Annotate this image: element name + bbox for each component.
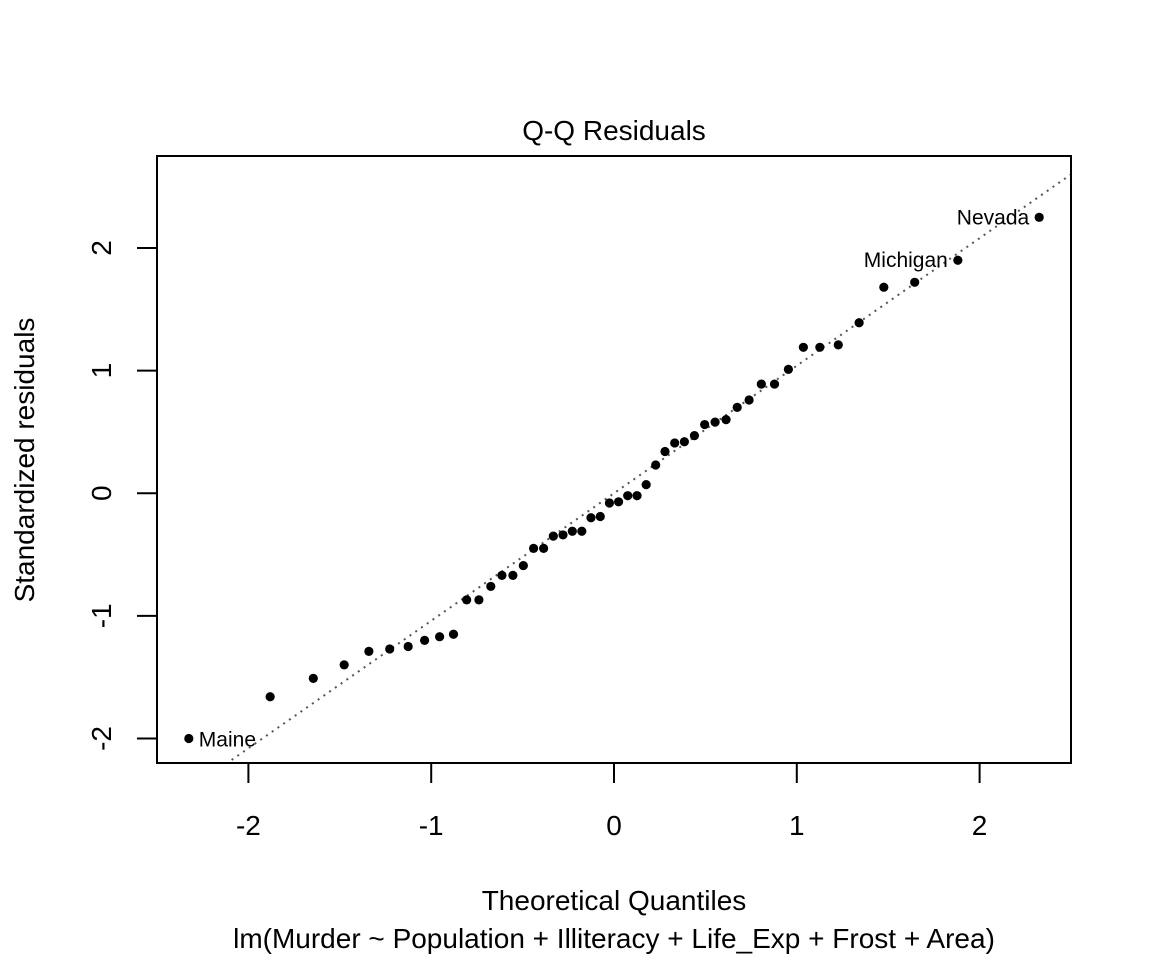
y-tick-label: 2 xyxy=(86,240,117,256)
data-point xyxy=(385,644,395,654)
data-point xyxy=(558,530,568,540)
data-point xyxy=(435,632,445,642)
point-label: Michigan xyxy=(864,249,948,272)
data-point xyxy=(710,417,720,427)
data-point xyxy=(879,282,889,292)
data-point xyxy=(660,446,670,457)
data-point xyxy=(632,491,642,501)
plot-area: Michigan Nevada Maine xyxy=(184,173,1071,763)
data-point xyxy=(595,511,605,522)
data-point xyxy=(339,660,349,670)
data-point xyxy=(670,438,680,448)
point-labels: Michigan Nevada Maine xyxy=(199,206,1030,751)
data-point xyxy=(815,342,825,352)
y-tick-label: 0 xyxy=(86,485,117,501)
x-tick-label: -1 xyxy=(419,810,444,841)
data-point xyxy=(732,402,742,412)
data-point xyxy=(518,560,528,571)
data-point xyxy=(679,437,689,447)
data-point xyxy=(539,543,549,554)
chart-title: Q-Q Residuals xyxy=(522,115,706,146)
data-point xyxy=(613,497,624,507)
data-point xyxy=(1034,212,1044,222)
x-tick-label: 2 xyxy=(972,810,988,841)
plot-frame xyxy=(156,155,1072,764)
data-point xyxy=(308,673,318,683)
data-point xyxy=(184,733,194,744)
data-points xyxy=(184,212,1044,744)
data-point xyxy=(756,379,766,389)
data-point xyxy=(548,531,558,541)
data-point xyxy=(783,364,793,374)
data-point xyxy=(567,526,577,536)
y-tick-label: 1 xyxy=(86,363,117,379)
data-point xyxy=(265,692,275,702)
data-point xyxy=(448,629,459,639)
data-point xyxy=(462,595,472,605)
data-point xyxy=(474,595,484,605)
data-point xyxy=(910,277,920,287)
y-axis: -2 -1 0 1 2 xyxy=(86,240,158,751)
data-point xyxy=(798,342,808,352)
x-axis-label: Theoretical Quantiles xyxy=(482,885,747,916)
y-axis-label: Standardized residuals xyxy=(9,318,40,603)
data-point xyxy=(689,430,700,441)
data-point xyxy=(641,480,651,490)
point-label: Maine xyxy=(199,728,256,751)
data-point xyxy=(403,641,413,652)
data-point xyxy=(577,526,587,536)
data-point xyxy=(497,570,507,580)
x-tick-label: 1 xyxy=(789,810,805,841)
data-point xyxy=(623,491,633,501)
x-axis-sublabel: lm(Murder ~ Population + Illiteracy + Li… xyxy=(233,923,995,954)
data-point xyxy=(528,543,539,554)
data-point xyxy=(953,255,963,265)
data-point xyxy=(420,635,430,645)
x-axis: -2 -1 0 1 2 xyxy=(236,762,988,841)
x-tick-label: -2 xyxy=(236,810,261,841)
data-point xyxy=(721,415,731,425)
data-point xyxy=(486,581,496,592)
x-tick-label: 0 xyxy=(606,810,622,841)
data-point xyxy=(744,395,754,405)
data-point xyxy=(586,513,596,523)
data-point xyxy=(854,318,864,328)
y-tick-label: -2 xyxy=(86,726,117,751)
data-point xyxy=(508,570,518,580)
data-point xyxy=(651,460,661,470)
point-label: Nevada xyxy=(957,206,1030,229)
data-point xyxy=(769,379,780,389)
data-point xyxy=(364,646,374,657)
y-tick-label: -1 xyxy=(86,603,117,628)
data-point xyxy=(604,498,615,508)
data-point xyxy=(833,340,843,350)
data-point xyxy=(700,419,710,430)
